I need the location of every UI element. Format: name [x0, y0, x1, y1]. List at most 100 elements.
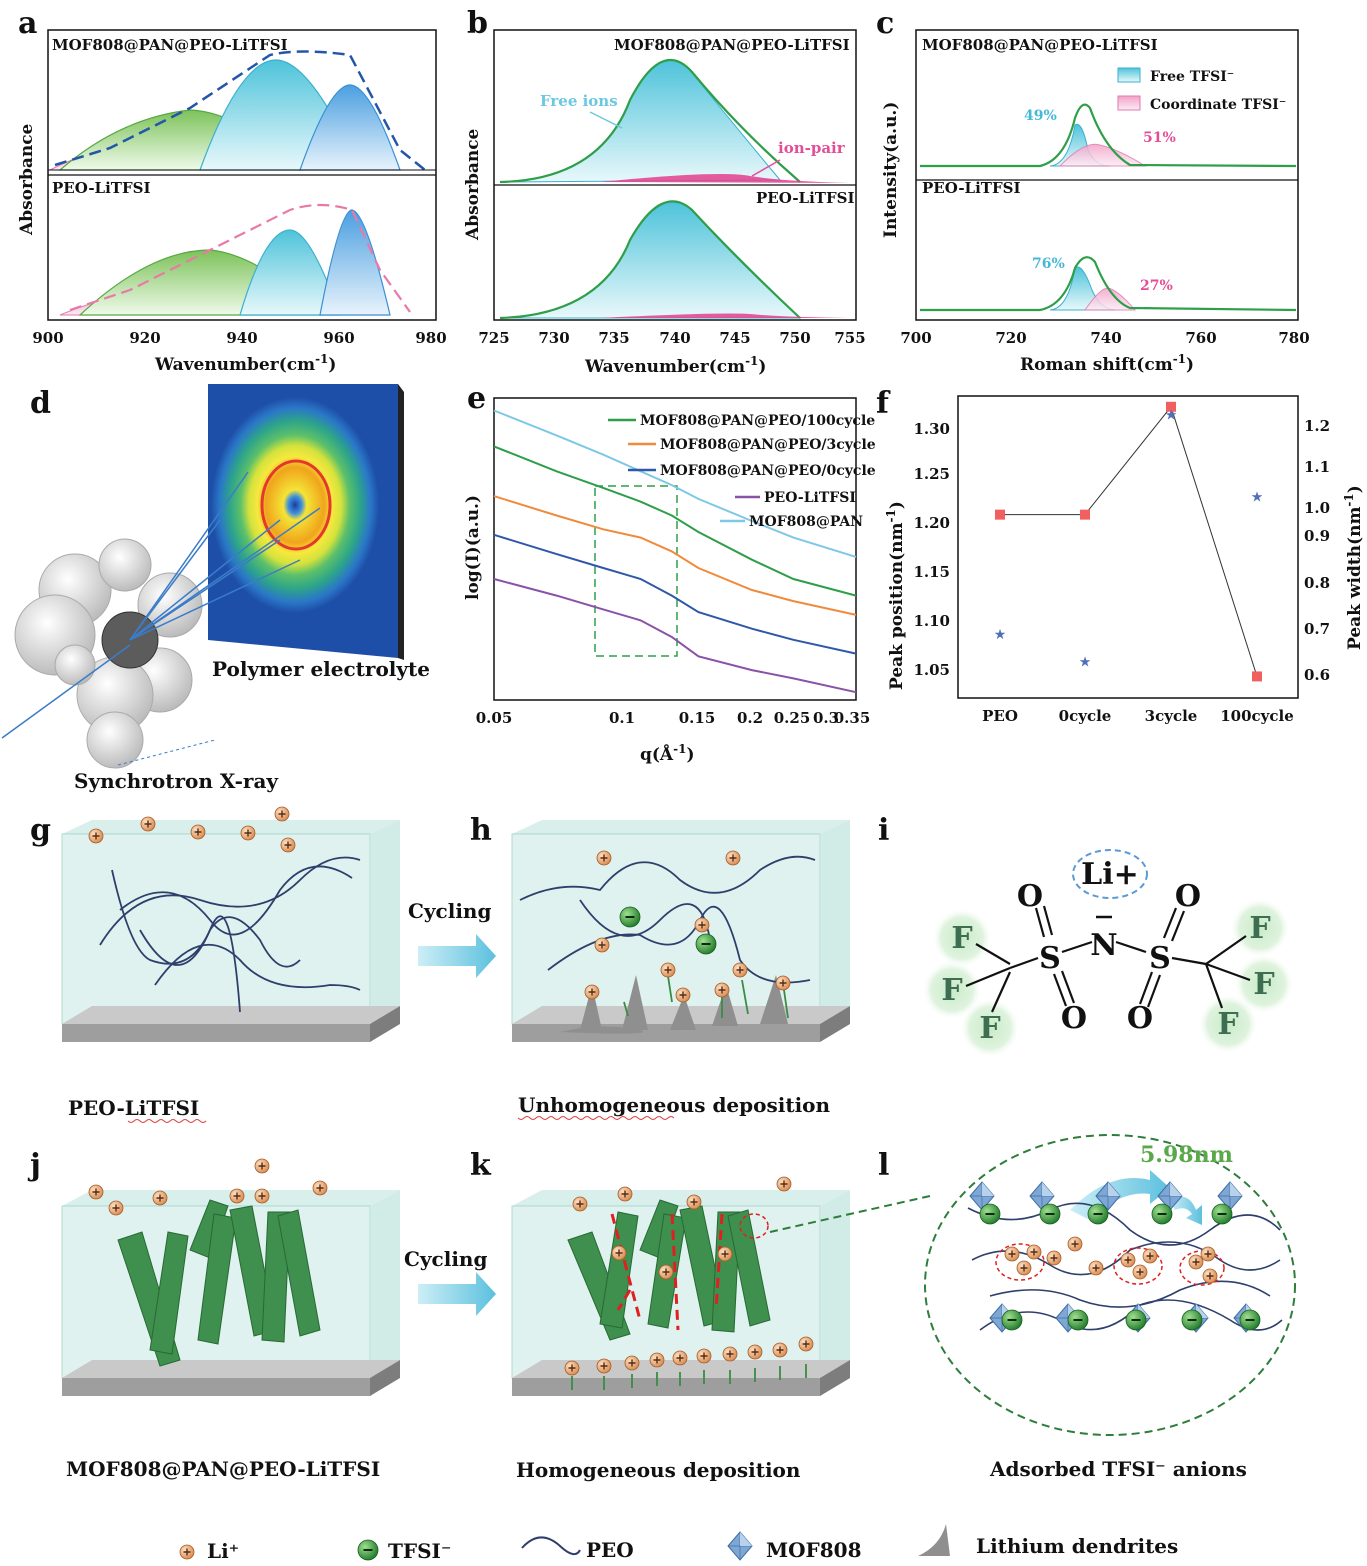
atom-s: S — [1039, 941, 1061, 976]
tick-c-0: 700 — [900, 329, 931, 347]
tick-a-3: 960 — [323, 329, 354, 347]
panel-a-ylabel: Absorbance — [17, 123, 37, 236]
tfsi-ion — [1087, 1203, 1109, 1225]
pct-top-free: 49% — [1024, 108, 1057, 124]
atom-o: O — [1061, 1001, 1087, 1036]
panel-a: a MOF808@PAN@PEO-LiTFSI PEO-LiTFSI Absor… — [17, 6, 447, 375]
tick-b-3: 740 — [659, 329, 690, 347]
li-ion — [658, 1264, 674, 1280]
tick-b-0: 725 — [478, 329, 509, 347]
tick-e-3: 0.2 — [737, 709, 763, 727]
li-ion — [696, 1348, 712, 1364]
li-ion — [596, 1358, 612, 1374]
panel-f-xticks: PEO 0cycle 3cycle 100cycle — [982, 707, 1294, 725]
cycling-label-1: Cycling — [408, 899, 491, 923]
legend-li-icon — [179, 1544, 195, 1560]
panel-label-h: h — [470, 813, 492, 848]
peak-position-marker-1 — [1080, 509, 1090, 520]
dimension-line — [117, 739, 216, 766]
tfsi-ion — [1181, 1309, 1203, 1331]
panel-f-yticks-left: 1.05 1.10 1.15 1.20 1.25 1.30 — [913, 420, 950, 679]
li-ion — [1026, 1244, 1042, 1260]
li-ion — [672, 1350, 688, 1366]
panel-g: g PEO-LiTFSI — [30, 806, 400, 1123]
panel-label-b: b — [467, 6, 488, 41]
legend-tfsi-label: TFSI⁻ — [388, 1539, 451, 1563]
panel-label-i: i — [878, 813, 889, 848]
li-ion — [1088, 1260, 1104, 1276]
atom-f: F — [951, 921, 972, 956]
tick-fl-2: 1.15 — [913, 563, 950, 581]
zoom-circle — [739, 1213, 769, 1239]
panel-label-e: e — [467, 381, 486, 416]
li-ion — [686, 1194, 702, 1210]
peak-width-marker-2: ★ — [1165, 407, 1178, 423]
tick-fr-4: 1.0 — [1304, 499, 1330, 517]
panel-a-bottom-label: PEO-LiTFSI — [52, 179, 150, 197]
tick-fl-0: 1.05 — [913, 661, 950, 679]
li-ion — [1132, 1264, 1148, 1280]
li-ion — [675, 987, 691, 1003]
li-ion — [624, 1355, 640, 1371]
caption-j: MOF808@PAN@PEO-LiTFSI — [66, 1457, 380, 1481]
series-line-e-4 — [493, 409, 857, 558]
peak-width-marker-0: ★ — [994, 627, 1007, 643]
li-flux-h — [623, 975, 789, 1019]
panel-c-ylabel: Intensity(a.u.) — [881, 102, 901, 238]
spacing-label: 5.98nm — [1140, 1142, 1233, 1168]
panel-i: i Li+ — [878, 813, 1294, 1058]
scattering-rings — [211, 397, 379, 613]
panel-b-ylabel: Absorbance — [463, 128, 483, 241]
panel-c: c MOF808@PAN@PEO-LiTFSI PEO-LiTFSI Free … — [876, 6, 1310, 375]
panel-j: j MOF808@PAN@PEO-LiTFSI — [27, 1148, 400, 1481]
tick-b-5: 750 — [779, 329, 810, 347]
li-ion — [254, 1158, 270, 1174]
detector-edge — [398, 384, 404, 660]
panel-b-top-label: MOF808@PAN@PEO-LiTFSI — [614, 36, 850, 54]
tick-c-1: 720 — [995, 329, 1026, 347]
tfsi-ion — [979, 1203, 1001, 1225]
legend-e-2: MOF808@PAN@PEO/0cycle — [660, 463, 876, 479]
pct-bot-coord: 27% — [1140, 278, 1173, 294]
li-ion — [88, 828, 104, 844]
dendrites — [560, 975, 788, 1034]
free-ions-label: Free ions — [540, 92, 618, 110]
tick-c-3: 760 — [1185, 329, 1216, 347]
panel-e-xticks: 0.05 0.1 0.15 0.2 0.25 0.3 0.35 — [476, 709, 871, 727]
ion-pair-arrow — [751, 159, 781, 177]
li-ion — [1200, 1246, 1216, 1262]
panel-label-g: g — [30, 813, 51, 848]
atom-f: F — [1217, 1007, 1238, 1042]
atom-n: N — [1090, 928, 1117, 963]
tick-fr-0: 0.6 — [1304, 666, 1330, 684]
li-ion — [772, 1342, 788, 1358]
tfsi-ion — [1039, 1203, 1061, 1225]
cycling-arrow-1: Cycling — [408, 899, 496, 978]
panel-e-series — [493, 409, 857, 694]
panel-a-top-label: MOF808@PAN@PEO-LiTFSI — [52, 36, 288, 54]
cycling-arrow-2: Cycling — [404, 1247, 496, 1316]
li-pathways — [610, 1213, 724, 1331]
tick-a-1: 920 — [129, 329, 160, 347]
li-ion — [1016, 1260, 1032, 1276]
peak-b-bot-cyan — [499, 201, 802, 319]
series-line-e-1 — [493, 495, 857, 616]
panel-l: l 5.98nm — [769, 1134, 1296, 1481]
tfsi-ion — [1001, 1309, 1023, 1331]
li-ion — [611, 1245, 627, 1261]
tfsi-ion — [1067, 1309, 1089, 1331]
tick-b-1: 730 — [538, 329, 569, 347]
atom-o: O — [1017, 879, 1043, 914]
panel-d: d Polymer electrolyte Synchrotron X — [1, 384, 430, 793]
legend-tfsi-icon — [357, 1539, 379, 1561]
peak-position-line — [1000, 405, 1258, 677]
series-line-e-2 — [493, 533, 857, 655]
tick-b-6: 755 — [834, 329, 865, 347]
legend-e-4: MOF808@PAN — [749, 514, 863, 530]
caption-g: PEO-LiTFSI — [68, 1096, 199, 1120]
legend-c-coord: Coordinate TFSI⁻ — [1150, 97, 1286, 113]
ion-pair-label: ion-pair — [778, 139, 846, 157]
li-ion — [1046, 1250, 1062, 1266]
panel-b-frame — [493, 29, 857, 321]
